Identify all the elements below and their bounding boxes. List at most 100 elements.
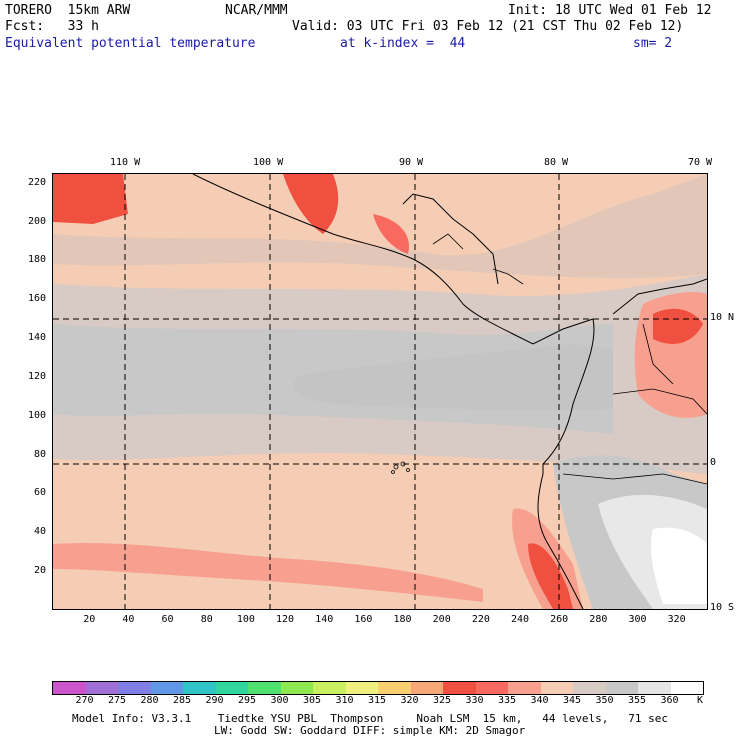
- colorbar-swatch: [638, 682, 671, 694]
- forecast-hour: Fcst: 33 h: [5, 19, 99, 34]
- field-band-gray-tongue: [293, 344, 613, 411]
- field-name: Equivalent potential temperature: [5, 36, 256, 51]
- field-warm-patch-guatemala: [373, 214, 409, 254]
- colorbar-swatch: [475, 682, 508, 694]
- init-time: Init: 18 UTC Wed 01 Feb 12: [508, 3, 712, 18]
- field-warm-patch-colombia-core: [653, 308, 703, 344]
- colorbar-swatch: [378, 682, 411, 694]
- lon-label-100w: 100 W: [253, 157, 284, 168]
- x-tick-label: 260: [550, 614, 569, 625]
- colorbar-label: 350: [595, 695, 614, 706]
- y-tick-label: 60: [34, 487, 47, 499]
- field-warm-patch-peru-core: [528, 543, 573, 609]
- x-tick-label: 120: [276, 614, 295, 625]
- field-band-north: [53, 174, 707, 279]
- x-tick-label: 160: [354, 614, 373, 625]
- colorbar-label: 290: [205, 695, 224, 706]
- colorbar-label: 305: [303, 695, 322, 706]
- lon-label-110w: 110 W: [110, 157, 141, 168]
- organization-label: NCAR/MMM: [225, 3, 288, 18]
- x-tick-label: 220: [471, 614, 490, 625]
- colorbar-label: 310: [335, 695, 354, 706]
- y-tick-label: 20: [34, 565, 47, 577]
- x-tick-label: 180: [393, 614, 412, 625]
- colorbar-label: 355: [628, 695, 647, 706]
- y-tick-label: 40: [34, 526, 47, 538]
- colorbar-swatch: [150, 682, 183, 694]
- y-tick-label: 160: [28, 293, 47, 305]
- field-warm-patch-nw: [53, 174, 128, 224]
- y-tick-label: 220: [28, 176, 47, 188]
- x-tick-label: 20: [83, 614, 96, 625]
- x-tick-label: 140: [315, 614, 334, 625]
- colorbar-swatch: [670, 682, 703, 694]
- lat-label-equator: 0: [710, 457, 717, 468]
- model-info-line2: LW: Godd SW: Goddard DIFF: simple KM: 2D…: [214, 724, 526, 737]
- y-tick-label: 100: [28, 409, 47, 421]
- y-tick-label: 180: [28, 254, 47, 266]
- colorbar-label: 360: [660, 695, 679, 706]
- model-info-line1: Model Info: V3.3.1 Tiedtke YSU PBL Thomp…: [72, 712, 669, 725]
- colorbar-label: 335: [498, 695, 517, 706]
- level-label: at k-index = 44: [340, 36, 466, 51]
- x-tick-label: 200: [432, 614, 451, 625]
- colorbar-label: 345: [563, 695, 582, 706]
- colorbar-swatch: [508, 682, 541, 694]
- colorbar-unit: K: [697, 695, 704, 706]
- country-borders: [432, 233, 707, 485]
- colorbar-swatch: [85, 682, 118, 694]
- map-gridlines: [53, 174, 707, 609]
- colorbar-swatch: [345, 682, 378, 694]
- lon-label-90w: 90 W: [399, 157, 424, 168]
- y-tick-label: 140: [28, 332, 47, 344]
- coastline-caribbean: [402, 193, 707, 315]
- x-tick-label: 80: [200, 614, 213, 625]
- x-tick-label: 100: [236, 614, 255, 625]
- y-tick-label: 120: [28, 370, 47, 382]
- lon-label-80w: 80 W: [544, 157, 569, 168]
- colorbar-label: 300: [270, 695, 289, 706]
- colorbar-label: 295: [238, 695, 257, 706]
- field-amazon-bright: [651, 527, 707, 604]
- map-plot-area: [52, 173, 708, 610]
- colorbar-label: 340: [530, 695, 549, 706]
- lat-label-10s: 10 S: [710, 602, 735, 613]
- colorbar-label: 285: [173, 695, 192, 706]
- colorbar: [52, 681, 704, 695]
- colorbar-swatch: [215, 682, 248, 694]
- x-tick-label: 320: [667, 614, 686, 625]
- colorbar-label: 270: [75, 695, 94, 706]
- smoothing-label: sm= 2: [633, 36, 673, 51]
- colorbar-swatch: [280, 682, 313, 694]
- colorbar-swatch: [443, 682, 476, 694]
- field-warm-patch-south-band: [53, 542, 483, 602]
- colorbar-swatch: [313, 682, 346, 694]
- x-tick-label: 40: [122, 614, 135, 625]
- x-tick-label: 60: [161, 614, 174, 625]
- x-tick-label: 280: [589, 614, 608, 625]
- y-tick-label: 80: [34, 448, 47, 460]
- colorbar-swatch: [248, 682, 281, 694]
- model-title: TORERO 15km ARW: [5, 3, 131, 18]
- y-tick-label: 200: [28, 215, 47, 227]
- colorbar-label: 275: [108, 695, 127, 706]
- x-tick-label: 300: [628, 614, 647, 625]
- colorbar-swatch: [573, 682, 606, 694]
- field-warm-patch-mexico: [283, 174, 339, 234]
- x-tick-label: 240: [510, 614, 530, 625]
- colorbar-swatch: [410, 682, 443, 694]
- colorbar-swatch: [183, 682, 216, 694]
- colorbar-label: 325: [433, 695, 452, 706]
- colorbar-label: 280: [140, 695, 159, 706]
- valid-time: Valid: 03 UTC Fri 03 Feb 12 (21 CST Thu …: [292, 19, 684, 34]
- lon-label-70w: 70 W: [688, 157, 713, 168]
- lat-label-10n: 10 N: [710, 312, 735, 323]
- colorbar-swatch: [118, 682, 151, 694]
- theta-e-field: [53, 174, 707, 609]
- colorbar-swatch: [53, 682, 86, 694]
- colorbar-label: 315: [368, 695, 387, 706]
- colorbar-swatch: [605, 682, 638, 694]
- colorbar-label: 320: [400, 695, 419, 706]
- colorbar-swatch: [540, 682, 573, 694]
- colorbar-label: 330: [465, 695, 484, 706]
